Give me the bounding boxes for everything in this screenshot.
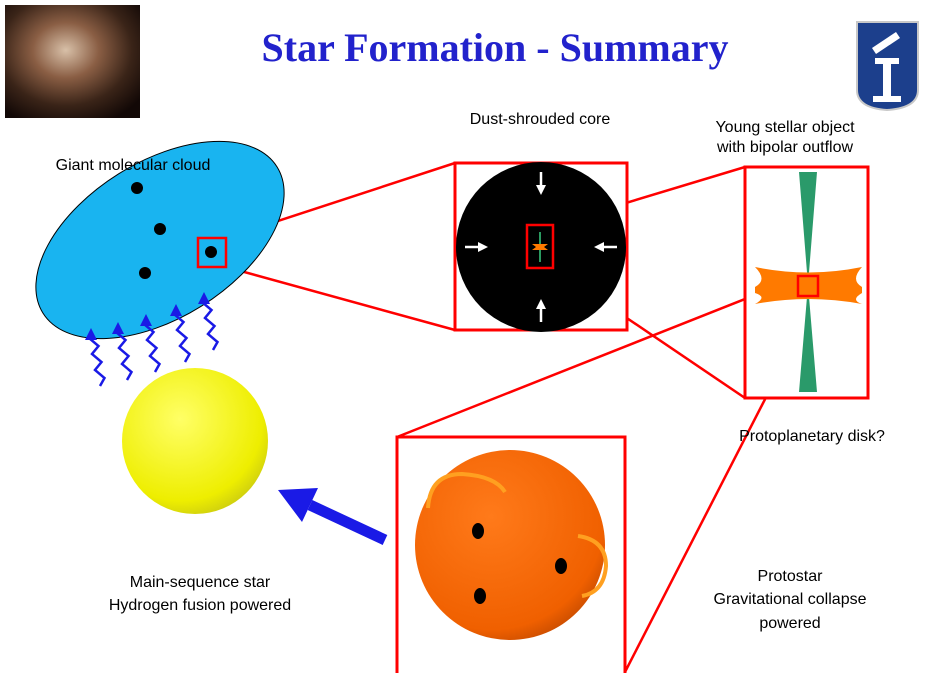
protostar [415, 450, 605, 640]
wave [201, 301, 220, 351]
yso-label-1: Young stellar object [715, 119, 855, 136]
wave-head [112, 322, 124, 334]
zoom-box [196, 236, 228, 269]
protostar-label-2: Gravitational collapse [714, 591, 867, 608]
yso-label-2: with bipolar outflow [716, 139, 854, 156]
wave-head [170, 304, 182, 316]
cloud-label: Giant molecular cloud [56, 157, 211, 174]
flares [426, 471, 609, 598]
logo [856, 21, 919, 112]
disk-label: Protoplanetary disk? [739, 428, 885, 445]
spots [472, 523, 567, 604]
main-sequence-star [122, 368, 268, 514]
radiation [85, 292, 220, 387]
star-label-2: Hydrogen fusion powered [109, 597, 291, 614]
zoom-box [796, 274, 820, 298]
molecular-cloud [35, 140, 285, 340]
wave [143, 323, 162, 373]
star-label-1: Main-sequence star [130, 574, 271, 591]
wave-head [140, 314, 152, 326]
zoom-box [525, 223, 555, 270]
collapse-arrows [465, 172, 617, 322]
evolution-arrow [278, 488, 388, 545]
mini-disk [532, 244, 548, 250]
wave [115, 331, 134, 381]
disk [755, 267, 862, 304]
wave [88, 337, 107, 387]
protostar-label-1: Protostar [758, 568, 824, 585]
cloud-cores [131, 182, 217, 279]
title: Star Formation - Summary [262, 25, 729, 70]
wave-head [198, 292, 210, 304]
nebula-image [5, 5, 140, 118]
protostar-label-3: powered [759, 615, 820, 632]
wave [173, 313, 192, 363]
wave-head [85, 328, 97, 340]
core-label: Dust-shrouded core [470, 111, 611, 128]
